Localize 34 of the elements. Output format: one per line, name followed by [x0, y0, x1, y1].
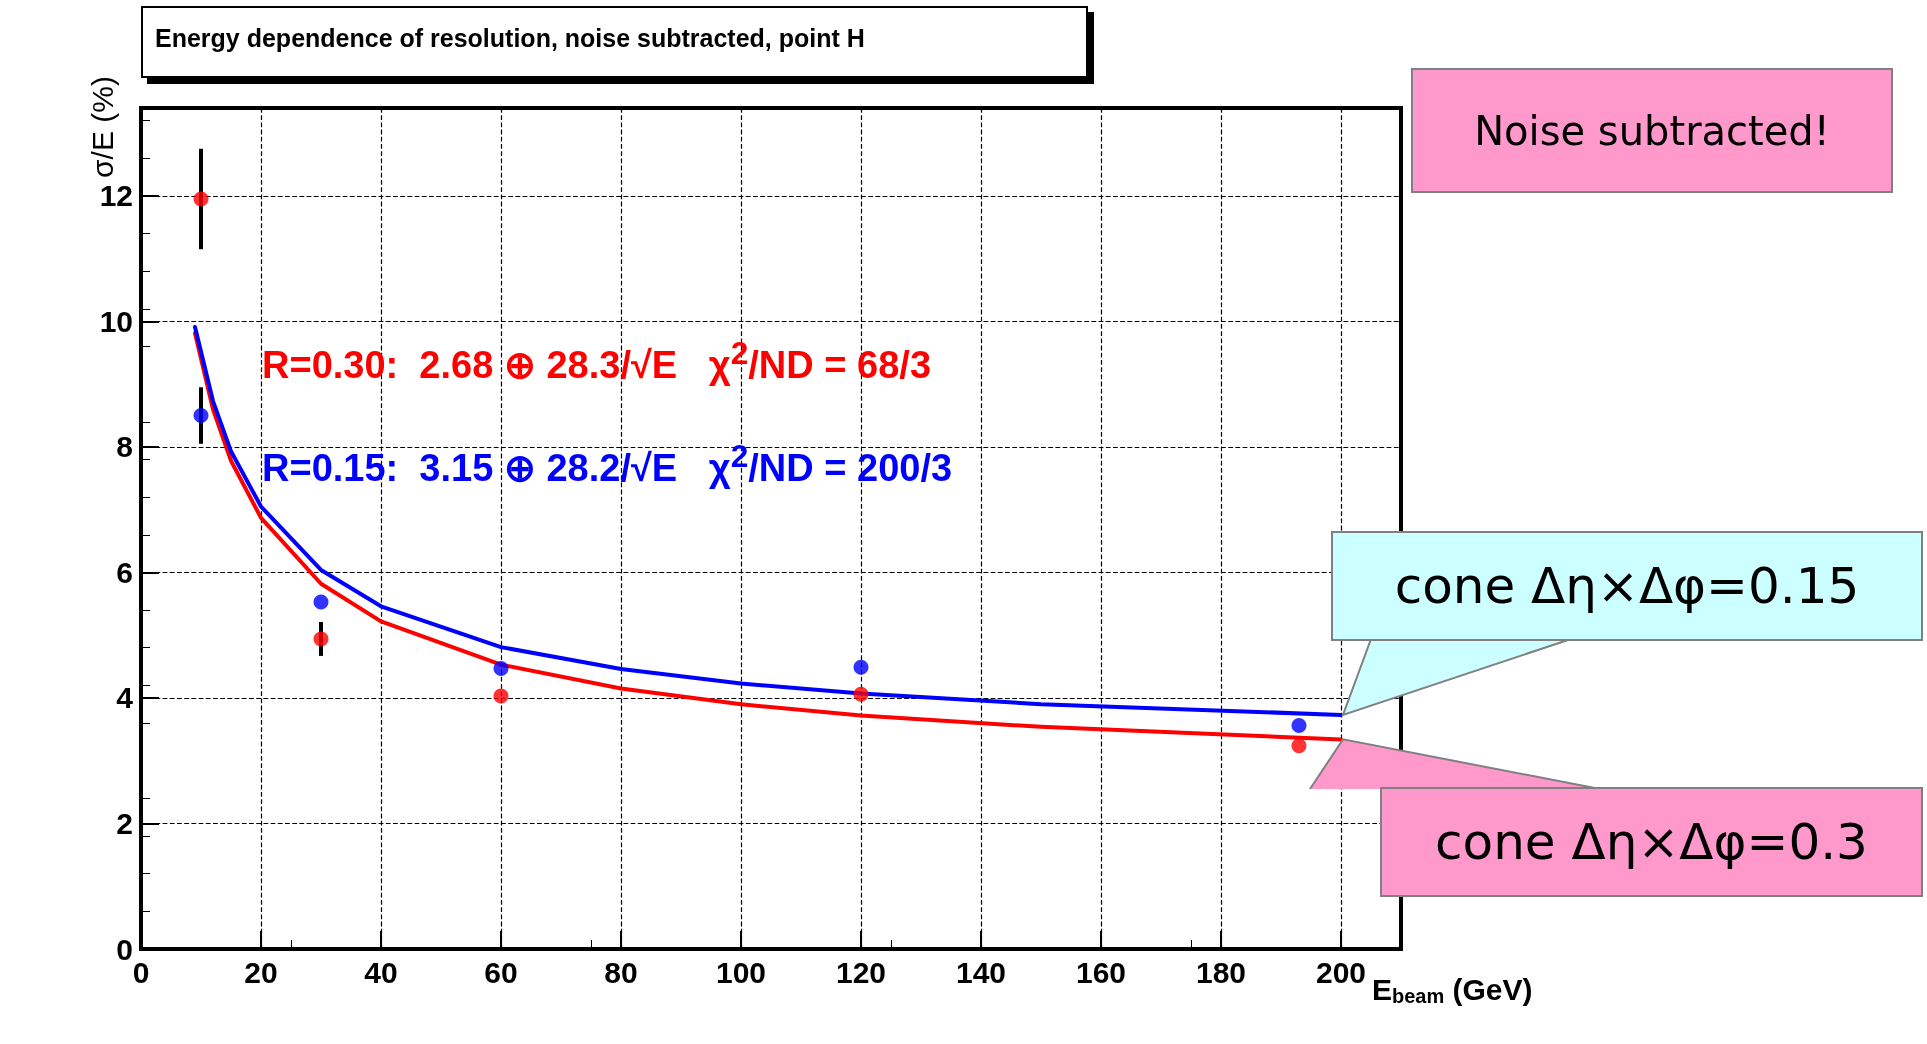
x-tick-label: 100 [715, 955, 767, 989]
x-tick-label: 20 [244, 955, 278, 989]
annotation: R=0.15: 3.15 ⊕ 28.2/√E χ$^{2}$/ND = 200/3 [262, 438, 953, 490]
x-tick-label: 60 [484, 955, 518, 989]
annotation: R=0.30: 2.68 ⊕ 28.3/√E χ$^{2}$/ND = 68/3 [262, 335, 932, 387]
point [853, 686, 869, 702]
point [1291, 738, 1307, 754]
x-tick-label: 200 [1315, 955, 1367, 989]
point [493, 688, 509, 704]
y-tick-label: 10 [99, 304, 133, 338]
y-tick-label: 4 [116, 681, 134, 715]
y-tick-label: 2 [116, 806, 133, 840]
x-tick-label: 180 [1195, 955, 1247, 989]
point [313, 594, 329, 610]
x-tick-label: 40 [364, 955, 398, 989]
y-tick-label: 6 [116, 555, 133, 589]
point [193, 191, 209, 207]
y-axis-title: σ/E (%) [85, 76, 119, 178]
point [493, 660, 509, 676]
text: Noise subtracted! [1411, 68, 1893, 193]
annotation: cone Δη×Δφ=0.3 [1380, 787, 1923, 897]
point [1291, 718, 1307, 734]
x-tick-label: 160 [1075, 955, 1127, 989]
y-tick-label: 8 [116, 430, 133, 464]
x-tick-label: 120 [835, 955, 887, 989]
chart-title: Energy dependence of resolution, noise subtracted, point H [141, 6, 1088, 78]
point [853, 659, 869, 675]
x-tick-label: 80 [604, 955, 638, 989]
annotation: cone Δη×Δφ=0.15 [1331, 531, 1923, 641]
y-tick-label: 12 [99, 179, 133, 213]
point [193, 408, 209, 424]
y-tick-label: 0 [116, 932, 133, 966]
point [313, 631, 329, 647]
x-tick-label: 140 [955, 955, 1007, 989]
